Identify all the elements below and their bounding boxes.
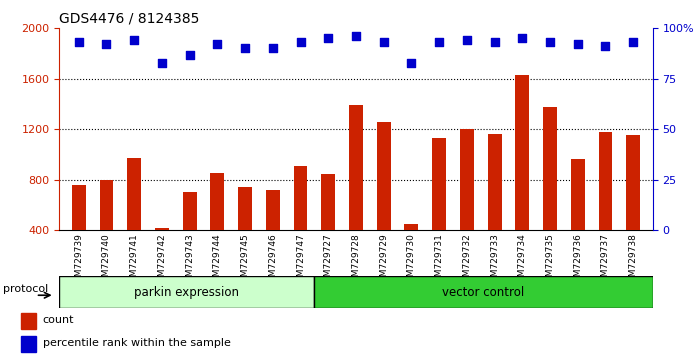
Point [239, 46, 251, 51]
Point [211, 42, 223, 47]
Bar [405, 224, 418, 280]
Bar [100, 180, 113, 280]
Point [406, 60, 417, 65]
Bar [349, 105, 363, 280]
Point [489, 40, 500, 45]
Bar [266, 190, 280, 280]
Bar [488, 134, 502, 280]
Point [628, 40, 639, 45]
Text: vector control: vector control [442, 286, 524, 298]
Bar [294, 166, 307, 280]
Bar [210, 173, 224, 280]
Bar [321, 174, 335, 280]
Point [73, 40, 84, 45]
Point [600, 44, 611, 49]
Bar [238, 187, 252, 280]
Point [544, 40, 556, 45]
Point [322, 35, 334, 41]
Bar [21, 313, 36, 329]
Bar [59, 276, 313, 308]
Bar [155, 228, 169, 280]
Text: GDS4476 / 8124385: GDS4476 / 8124385 [59, 12, 200, 26]
Point [156, 60, 168, 65]
Bar [183, 192, 197, 280]
Bar [571, 159, 585, 280]
Point [184, 52, 195, 57]
Bar [127, 158, 141, 280]
Bar [515, 75, 529, 280]
Point [101, 42, 112, 47]
Text: parkin expression: parkin expression [134, 286, 239, 298]
Bar [432, 138, 446, 280]
Bar [377, 122, 391, 280]
Bar [313, 276, 653, 308]
Bar [460, 129, 474, 280]
Bar [21, 336, 36, 352]
Point [128, 38, 140, 43]
Bar [626, 135, 640, 280]
Point [572, 42, 584, 47]
Point [295, 40, 306, 45]
Point [517, 35, 528, 41]
Bar [599, 132, 612, 280]
Point [267, 46, 279, 51]
Text: percentile rank within the sample: percentile rank within the sample [43, 338, 230, 348]
Point [433, 40, 445, 45]
Bar [72, 185, 86, 280]
Point [378, 40, 389, 45]
Text: count: count [43, 315, 74, 325]
Point [350, 34, 362, 39]
Bar [543, 107, 557, 280]
Point [461, 38, 473, 43]
Text: protocol: protocol [3, 284, 48, 294]
